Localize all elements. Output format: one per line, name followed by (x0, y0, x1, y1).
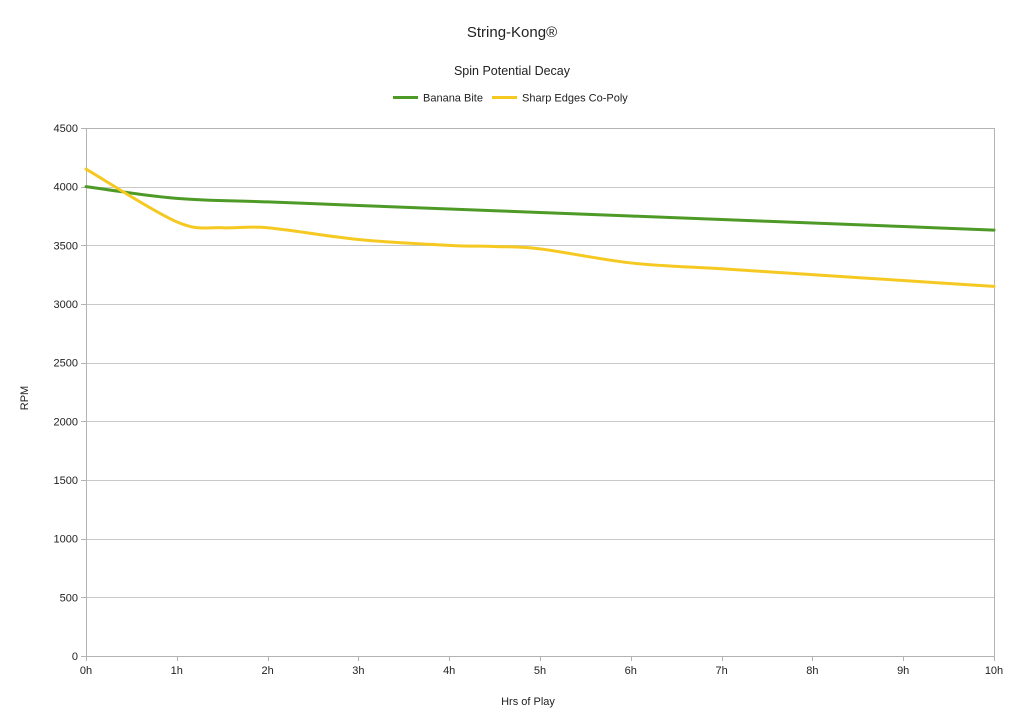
legend-label-banana-bite: Banana Bite (423, 93, 483, 105)
x-tick-label: 7h (715, 665, 727, 677)
series-lines (84, 167, 996, 288)
y-tick-label: 1500 (54, 475, 78, 487)
gridlines (86, 128, 994, 657)
x-tick-label: 10h (985, 665, 1003, 677)
x-tick-label: 3h (352, 665, 364, 677)
legend-label-sharp-edges-co-poly: Sharp Edges Co-Poly (522, 93, 628, 105)
y-tick-label: 2000 (54, 416, 78, 428)
y-tick-label: 4500 (54, 123, 78, 135)
x-tick-label: 4h (443, 665, 455, 677)
x-tick-label: 6h (625, 665, 637, 677)
chart-subtitle: Spin Potential Decay (454, 64, 571, 78)
x-axis: 0h 1h 2h 3h 4h 5h 6h 7h 8h 9h 10h (80, 656, 1003, 677)
y-tick-label: 3000 (54, 299, 78, 311)
y-tick-label: 0 (72, 651, 78, 663)
legend: Banana Bite Sharp Edges Co-Poly (393, 93, 628, 105)
x-tick-label: 0h (80, 665, 92, 677)
y-axis-title: RPM (19, 386, 31, 410)
x-tick-label: 1h (171, 665, 183, 677)
x-tick-label: 8h (806, 665, 818, 677)
y-tick-label: 1000 (54, 534, 78, 546)
x-tick-label: 5h (534, 665, 546, 677)
x-axis-title: Hrs of Play (501, 696, 555, 708)
series-line-banana-bite (84, 185, 996, 232)
y-tick-label: 500 (60, 592, 78, 604)
y-axis: 0 500 1000 1500 2000 2500 3000 3500 4000 4500 (54, 123, 86, 663)
y-tick-label: 4000 (54, 182, 78, 194)
plot-area-frame (86, 128, 995, 657)
series-line-sharp-edges-co-poly (84, 167, 996, 288)
y-tick-label: 2500 (54, 358, 78, 370)
x-tick-label: 2h (261, 665, 273, 677)
x-tick-label: 9h (897, 665, 909, 677)
chart-title: String-Kong® (467, 24, 557, 41)
y-tick-label: 3500 (54, 240, 78, 252)
